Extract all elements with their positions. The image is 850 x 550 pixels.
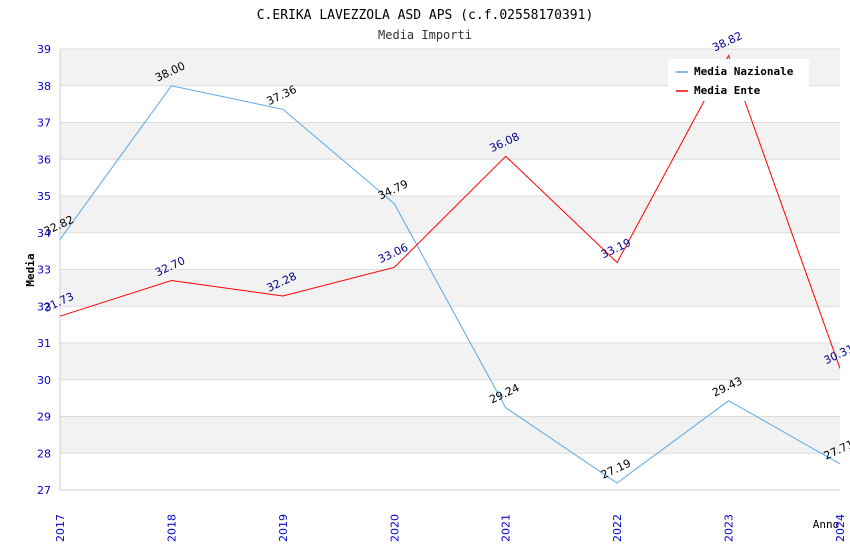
x-axis-label: Anno xyxy=(813,518,840,531)
y-tick-label: 35 xyxy=(37,190,51,203)
y-tick-label: 36 xyxy=(37,153,51,166)
grid-band xyxy=(60,416,840,454)
y-tick-labels: 27 28 29 30 31 32 33 34 35 36 37 38 39 xyxy=(37,43,51,497)
series-line-media-nazionale xyxy=(59,85,841,484)
x-tick-label: 2017 xyxy=(54,514,67,542)
grid-band xyxy=(60,196,840,233)
x-tick-label: 2022 xyxy=(611,514,624,542)
legend-label-media-nazionale: Media Nazionale xyxy=(694,65,794,78)
x-tick-label: 2024 xyxy=(834,514,847,542)
legend-label-media-ente: Media Ente xyxy=(694,84,761,97)
data-label: 37.36 xyxy=(265,83,299,108)
y-tick-label: 30 xyxy=(37,374,51,387)
y-tick-label: 28 xyxy=(37,447,51,460)
data-label: 31.73 xyxy=(42,290,76,315)
y-tick-label: 38 xyxy=(37,80,51,93)
data-label: 29.24 xyxy=(487,381,521,406)
x-tick-label: 2018 xyxy=(165,514,178,542)
x-tick-label: 2021 xyxy=(500,514,513,542)
y-tick-label: 27 xyxy=(37,484,51,497)
y-tick-label: 31 xyxy=(37,337,51,350)
data-label: 32.82 xyxy=(42,213,76,238)
data-label: 33.19 xyxy=(599,236,633,261)
legend-box xyxy=(668,59,809,101)
y-tick-label: 37 xyxy=(37,117,51,130)
x-tick-label: 2023 xyxy=(723,514,736,542)
y-tick-label: 32 xyxy=(37,300,51,313)
grid-band xyxy=(60,122,840,160)
x-tick-labels: 2017 2018 2019 2020 2021 2022 2023 2024 xyxy=(54,514,847,542)
grid-band xyxy=(60,269,840,307)
y-axis-label: Media xyxy=(24,253,37,286)
y-tick-label: 39 xyxy=(37,43,51,56)
legend: Media Nazionale Media Ente xyxy=(668,59,809,101)
y-tick-label: 33 xyxy=(37,264,51,277)
x-tick-label: 2020 xyxy=(388,514,401,542)
y-tick-label: 29 xyxy=(37,411,51,424)
chart-title: C.ERIKA LAVEZZOLA ASD APS (c.f.025581703… xyxy=(257,8,594,23)
data-label: 27.19 xyxy=(599,457,633,482)
y-tick-label: 34 xyxy=(37,227,51,240)
chart-subtitle: Media Importi xyxy=(378,28,472,42)
x-tick-label: 2019 xyxy=(277,514,290,542)
data-label: 33.06 xyxy=(376,241,410,266)
grid-band xyxy=(60,343,840,380)
